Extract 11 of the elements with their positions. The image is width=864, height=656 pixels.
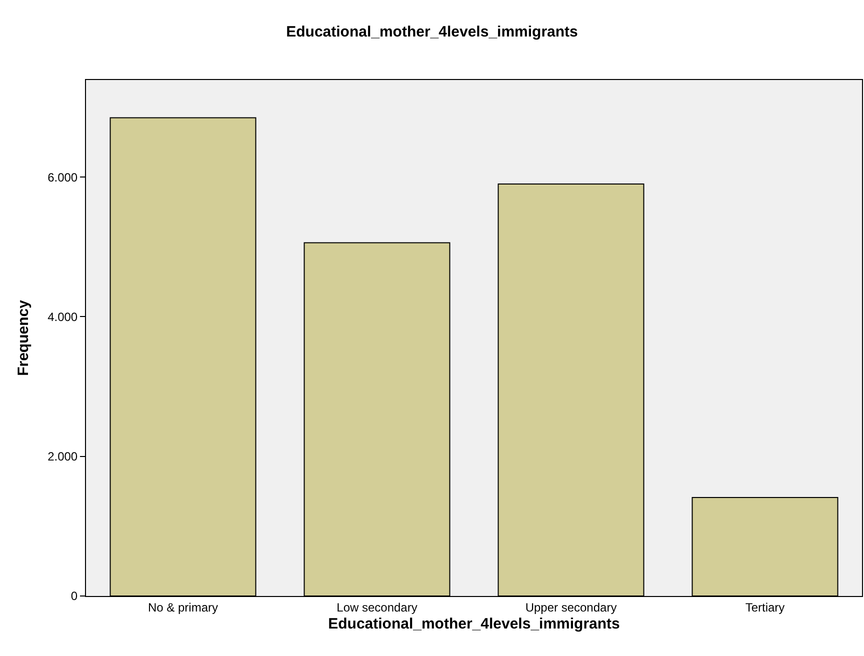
y-tick-label: 2.000 — [48, 450, 78, 464]
y-tick-label: 4.000 — [48, 310, 78, 324]
x-tick-label: Low secondary — [336, 600, 418, 614]
y-tick-label: 0 — [70, 589, 78, 604]
x-tick-label: Upper secondary — [525, 600, 617, 614]
x-tick-label: Tertiary — [745, 600, 785, 614]
chart-title: Educational_mother_4levels_immigrants — [286, 24, 578, 41]
y-tick-label: 6.000 — [48, 170, 78, 184]
x-axis-title: Educational_mother_4levels_immigrants — [328, 615, 620, 632]
x-tick-label: No & primary — [148, 600, 218, 614]
y-axis-title: Frequency — [14, 299, 32, 376]
